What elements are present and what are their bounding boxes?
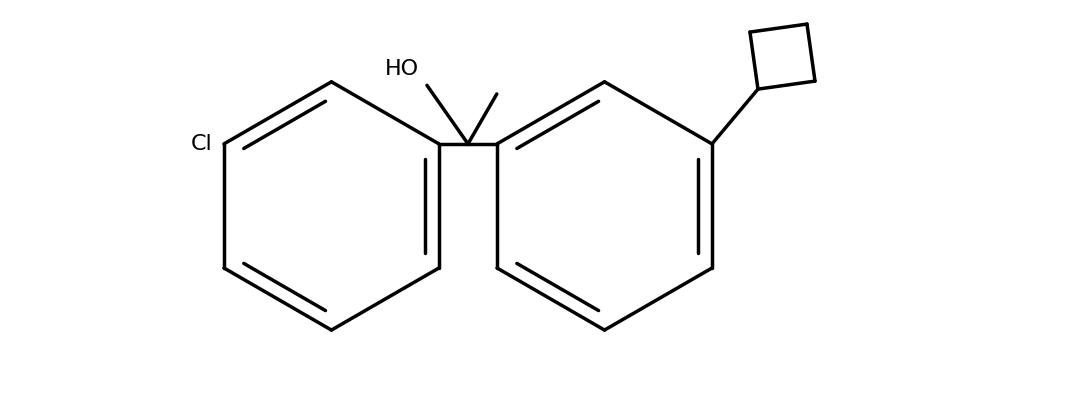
Text: Cl: Cl bbox=[190, 134, 212, 154]
Text: HO: HO bbox=[385, 59, 420, 79]
